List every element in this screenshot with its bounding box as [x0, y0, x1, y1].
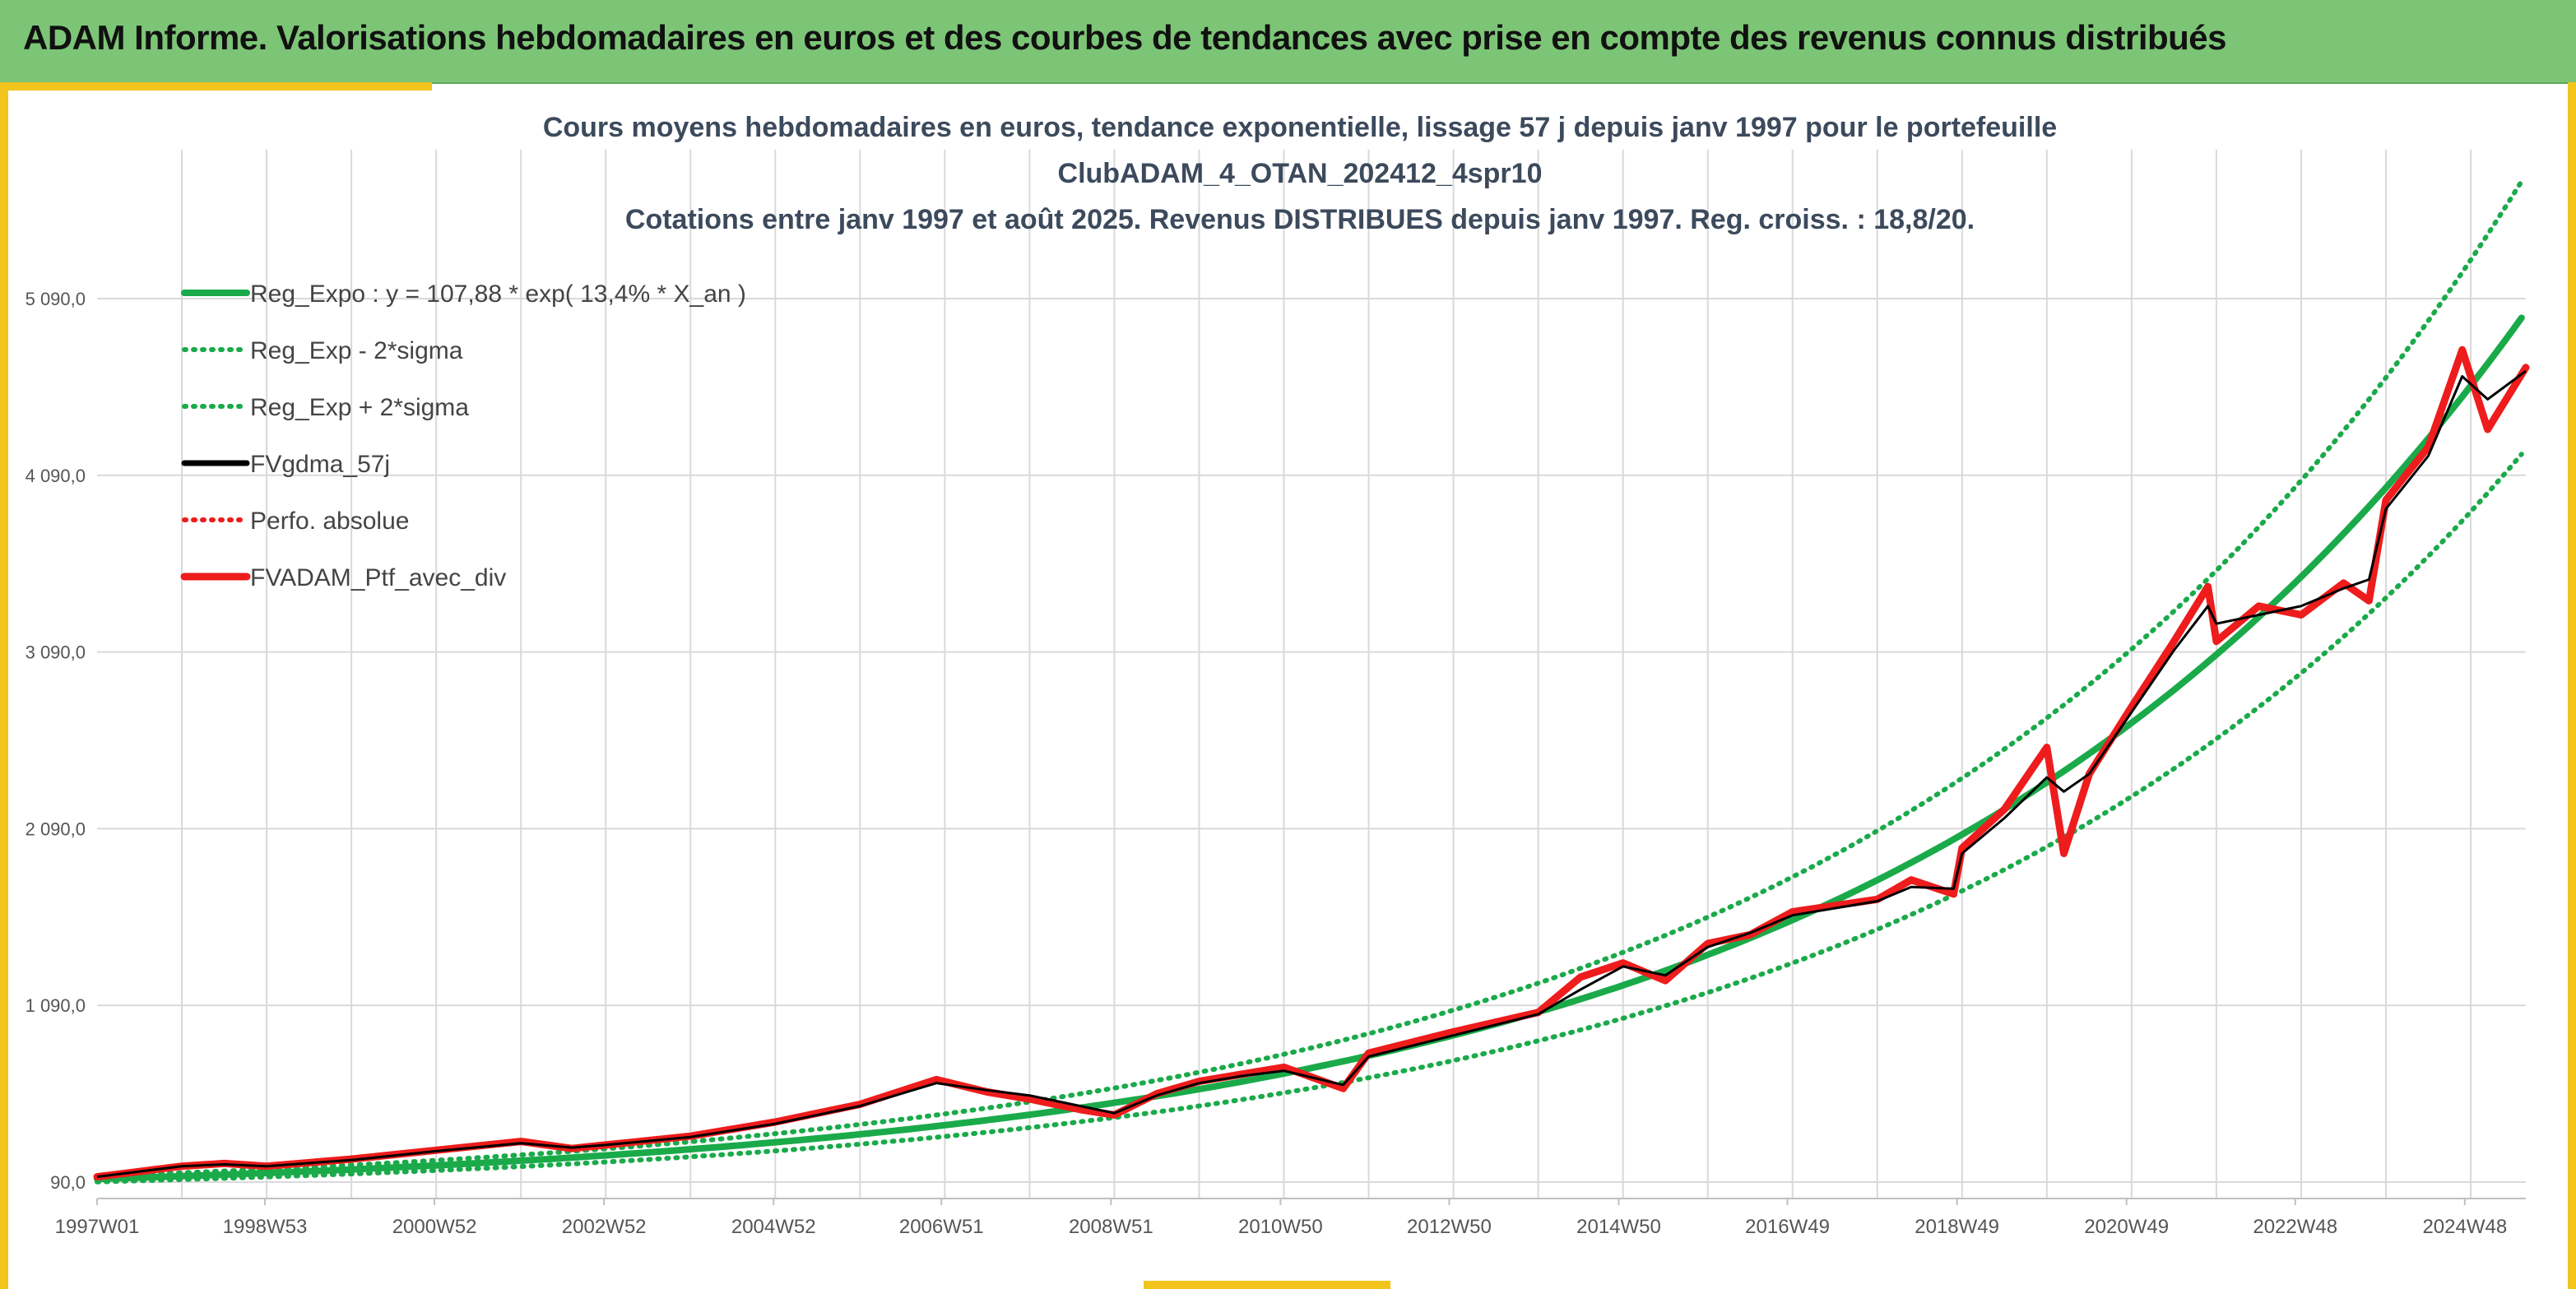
page-title: ADAM Informe. Valorisations hebdomadaire…: [23, 18, 2227, 57]
x-tick-label: 2022W48: [2253, 1216, 2337, 1238]
chart-title-line: Cotations entre janv 1997 et août 2025. …: [625, 204, 1975, 235]
y-tick-label: 3 090,0: [26, 642, 86, 663]
legend-label: Perfo. absolue: [250, 508, 409, 535]
x-tick-label: 1997W01: [55, 1216, 140, 1238]
legend: Reg_Expo : y = 107,88 * exp( 13,4% * X_a…: [180, 281, 746, 591]
y-tick-label: 2 090,0: [26, 818, 86, 839]
chart-panel: 90,0 1 090,0 2 090,0 3 090,0 4 090,0 5 090,0 1…: [8, 90, 2568, 1281]
x-tick-label: 2000W52: [392, 1216, 477, 1238]
x-tick-label: 2016W49: [1745, 1216, 1830, 1238]
chart-title: Cours moyens hebdomadaires en euros, ten…: [543, 112, 2057, 235]
x-tick-label: 2018W49: [1915, 1216, 1999, 1238]
legend-label: Reg_Exp + 2*sigma: [250, 394, 469, 421]
x-tick-label: 2024W48: [2422, 1216, 2507, 1238]
x-tick-label: 2012W50: [1407, 1216, 1492, 1238]
y-tick-label: 90,0: [50, 1172, 86, 1193]
chart-svg: 90,0 1 090,0 2 090,0 3 090,0 4 090,0 5 090,0 1…: [26, 112, 2530, 1238]
frame-right-accent: [2568, 82, 2576, 1289]
x-tick-label: 2006W51: [899, 1216, 984, 1238]
frame-bottom-accent: [1144, 1281, 1390, 1289]
legend-label: FVADAM_Ptf_avec_div: [250, 564, 506, 591]
legend-label: Reg_Expo : y = 107,88 * exp( 13,4% * X_a…: [250, 281, 746, 308]
moving-average-series: [96, 369, 2527, 1179]
series-layer: [93, 179, 2530, 1185]
x-tick-label: 2004W52: [731, 1216, 816, 1238]
chart-title-line: ClubADAM_4_OTAN_202412_4spr10: [1058, 158, 1543, 189]
x-tick-label: 1998W53: [223, 1216, 308, 1238]
axis-layer: 90,0 1 090,0 2 090,0 3 090,0 4 090,0 5 090,0 1…: [26, 289, 2526, 1238]
x-tick-label: 2014W50: [1576, 1216, 1661, 1238]
portfolio-series: [93, 345, 2530, 1181]
frame-top-accent: [0, 82, 432, 90]
legend-label: FVgdma_57j: [250, 451, 390, 478]
y-tick-label: 5 090,0: [26, 289, 86, 309]
x-tick-label: 2020W49: [2084, 1216, 2169, 1238]
reg-plus-2sigma-series: [95, 179, 2524, 1179]
y-tick-label: 4 090,0: [26, 466, 86, 486]
x-tick-label: 2002W52: [562, 1216, 647, 1238]
frame-left-accent: [0, 82, 8, 1289]
chart-title-line: Cours moyens hebdomadaires en euros, ten…: [543, 112, 2057, 143]
x-tick-label: 2008W51: [1069, 1216, 1153, 1238]
legend-label: Reg_Exp - 2*sigma: [250, 337, 463, 364]
x-tick-label: 2010W50: [1238, 1216, 1323, 1238]
grid-layer: [97, 150, 2526, 1199]
y-tick-label: 1 090,0: [26, 995, 86, 1016]
header-banner: ADAM Informe. Valorisations hebdomadaire…: [0, 0, 2576, 84]
